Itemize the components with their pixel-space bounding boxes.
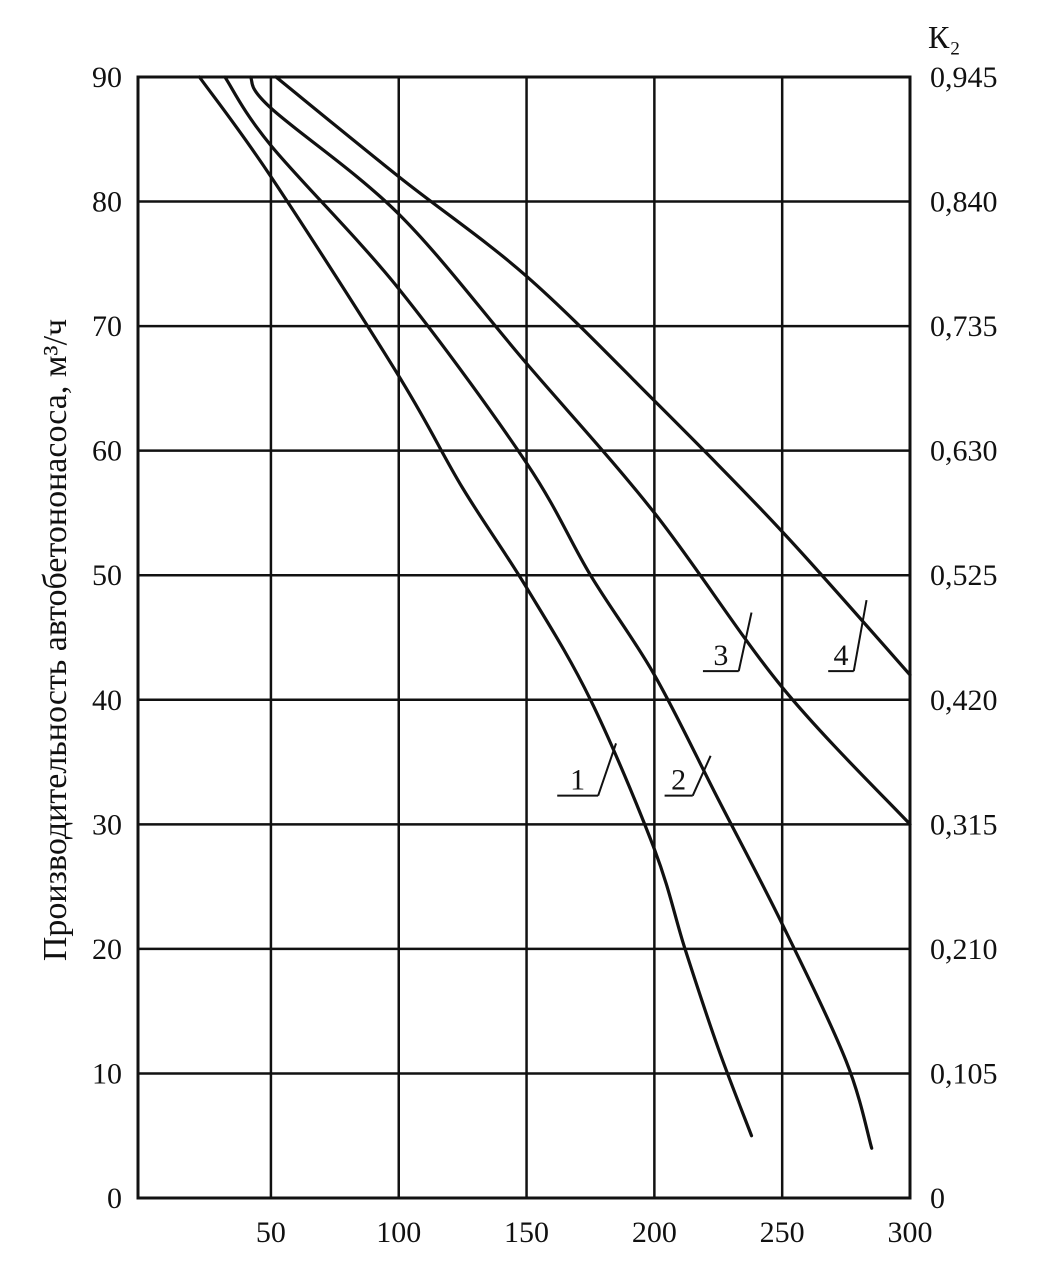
callout-label: 3 (713, 639, 728, 672)
series-callouts: 1 2 3 4 (557, 599, 868, 797)
callout-label: 4 (833, 639, 848, 672)
y-axis-ticks: 0 10 20 30 40 50 60 70 80 90 (92, 61, 122, 1215)
y2-tick-label: 0,630 (930, 435, 998, 468)
callout-leader (737, 612, 753, 672)
y2-tick-label: 0,945 (930, 61, 998, 94)
plot-frame (136, 75, 912, 1200)
callout-2: 2 (664, 755, 712, 797)
plot-border (136, 75, 912, 1200)
x-tick-label: 50 (256, 1216, 286, 1249)
grid (138, 75, 910, 1198)
x-tick-label: 300 (888, 1216, 933, 1249)
y2-axis-ticks: 0 0,105 0,210 0,315 0,420 0,525 0,630 0,735 0,84… (930, 61, 998, 1215)
y-tick-label: 80 (92, 186, 122, 219)
x-tick-label: 100 (376, 1216, 421, 1249)
callout-leader (597, 743, 617, 797)
series-line-4 (274, 75, 912, 677)
callout-leader (691, 755, 712, 797)
y2-tick-label: 0,735 (930, 310, 998, 343)
y-tick-label: 90 (92, 61, 122, 94)
x-tick-label: 200 (632, 1216, 677, 1249)
y-tick-label: 70 (92, 310, 122, 343)
y-tick-label: 20 (92, 933, 122, 966)
y-tick-label: 50 (92, 559, 122, 592)
y-tick-label: 0 (107, 1182, 122, 1215)
callout-4: 4 (828, 599, 868, 673)
y-tick-label: 60 (92, 435, 122, 468)
y2-tick-label: 0,525 (930, 559, 998, 592)
y2-tick-label: 0,840 (930, 186, 998, 219)
callout-label: 1 (570, 764, 585, 797)
y2-tick-label: 0 (930, 1182, 945, 1215)
callout-label: 2 (671, 764, 686, 797)
series-line-2 (223, 75, 874, 1150)
callout-leader (852, 599, 868, 672)
y-tick-label: 10 (92, 1057, 122, 1090)
x-axis-ticks: 50 100 150 200 250 300 (256, 1216, 933, 1249)
y2-tick-label: 0,315 (930, 808, 998, 841)
series-line-3 (248, 75, 912, 826)
series-line-1 (197, 75, 754, 1138)
y2-axis-label: К₂ (928, 19, 961, 55)
callout-1: 1 (557, 743, 617, 797)
x-tick-label: 150 (504, 1216, 549, 1249)
y-tick-label: 40 (92, 684, 122, 717)
y2-tick-label: 0,105 (930, 1057, 998, 1090)
y-axis-label: Производительность автобетононасоса, м³/… (37, 319, 74, 961)
y-tick-label: 30 (92, 808, 122, 841)
series-lines (197, 75, 912, 1150)
x-tick-label: 250 (760, 1216, 805, 1249)
callout-3: 3 (702, 612, 753, 673)
y2-tick-label: 0,210 (930, 933, 998, 966)
y2-tick-label: 0,420 (930, 684, 998, 717)
